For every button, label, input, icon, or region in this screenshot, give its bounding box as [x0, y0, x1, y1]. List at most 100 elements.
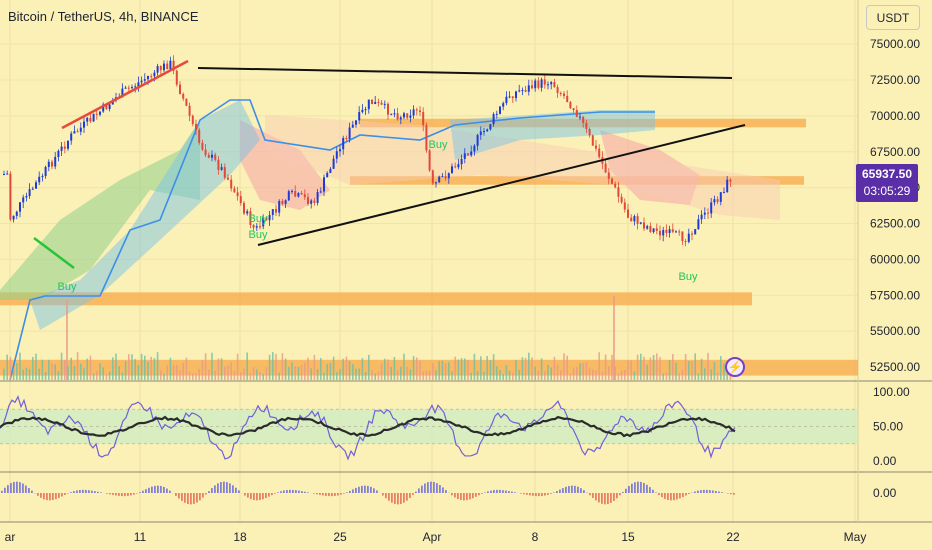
candle-body — [6, 173, 9, 175]
momentum-bar — [301, 491, 303, 493]
momentum-bar — [184, 493, 186, 503]
candle-body — [521, 90, 524, 92]
volume-bar — [592, 369, 594, 380]
candle-body — [41, 176, 44, 178]
momentum-bar — [88, 490, 90, 493]
candle-body — [396, 113, 399, 120]
momentum-bar — [178, 493, 180, 499]
volume-bar — [560, 370, 562, 380]
candle-body — [230, 179, 233, 189]
momentum-bar — [667, 493, 669, 500]
volume-bar — [518, 369, 520, 380]
lightning-icon[interactable]: ⚡ — [725, 357, 745, 377]
momentum-bar — [22, 483, 24, 493]
candle-body — [572, 108, 575, 111]
candle-body — [406, 113, 409, 118]
candle-body — [467, 153, 469, 156]
volume-bar — [60, 352, 63, 380]
candle-body — [255, 226, 258, 228]
volume-bar — [713, 361, 716, 380]
candle-body — [495, 113, 498, 115]
volume-bar — [348, 361, 351, 380]
momentum-bar — [337, 493, 339, 496]
candle-body — [383, 103, 386, 105]
candle-body — [678, 231, 681, 233]
time-tick-label: Apr — [423, 530, 442, 544]
momentum-bar — [49, 493, 51, 501]
candle-body — [547, 84, 549, 86]
candle-body — [371, 99, 373, 105]
candle-body — [643, 222, 645, 229]
candle-body — [131, 87, 133, 89]
volume-bar — [566, 355, 568, 380]
volume-bar — [598, 352, 600, 380]
candle-body — [620, 196, 623, 203]
currency-button[interactable]: USDT — [866, 5, 920, 30]
candle-body — [499, 106, 501, 114]
volume-bar — [284, 358, 287, 380]
candle-body — [307, 197, 309, 204]
volume-bar — [67, 366, 69, 380]
candle-body — [723, 192, 725, 194]
momentum-bar — [295, 490, 297, 493]
momentum-bar — [436, 483, 438, 493]
momentum-bar — [100, 492, 102, 493]
volume-bar — [502, 373, 504, 380]
volume-bar — [652, 354, 655, 380]
momentum-bar — [325, 493, 327, 496]
volume-bar — [691, 361, 693, 380]
momentum-bar — [85, 489, 87, 493]
candle-body — [316, 192, 319, 203]
volume-bar — [675, 362, 677, 380]
momentum-bar — [271, 493, 273, 496]
momentum-bar — [694, 491, 696, 493]
momentum-bar — [688, 493, 690, 494]
candle-body — [489, 124, 492, 130]
momentum-bar — [658, 493, 660, 496]
momentum-bar — [697, 490, 699, 493]
candle-body — [444, 176, 447, 179]
momentum-bar — [55, 493, 57, 500]
volume-bar — [646, 364, 648, 380]
momentum-bar — [346, 492, 348, 493]
time-tick-label: 15 — [621, 530, 635, 544]
momentum-bar — [709, 490, 711, 493]
candle-body — [393, 113, 396, 115]
volume-bar — [425, 370, 428, 380]
trendline-green — [33, 237, 75, 269]
candle-body — [623, 202, 626, 210]
trendline-lower — [257, 124, 746, 246]
candle-body — [191, 115, 194, 124]
volume-bar — [188, 371, 191, 380]
candle-body — [339, 149, 341, 152]
candle-body — [300, 193, 303, 195]
candle-body — [435, 182, 437, 184]
candle-body — [361, 109, 364, 113]
candle-body — [703, 212, 706, 215]
volume-bar — [265, 367, 268, 380]
momentum-bar — [376, 490, 378, 493]
candle-body — [655, 228, 658, 231]
momentum-bar — [52, 493, 54, 500]
candle-body — [44, 167, 47, 177]
candle-body — [28, 189, 31, 197]
candle-body — [31, 188, 34, 190]
momentum-bar — [283, 490, 285, 493]
candle-body — [15, 211, 18, 216]
volume-bar — [9, 356, 12, 380]
candle-body — [409, 115, 412, 118]
candle-body — [473, 145, 476, 152]
candle-body — [633, 216, 636, 222]
volume-bar — [80, 363, 82, 380]
momentum-bar — [226, 482, 228, 493]
volume-bar — [192, 373, 194, 380]
volume-bar — [153, 358, 156, 380]
momentum-bar — [595, 493, 597, 501]
momentum-bar — [364, 485, 366, 493]
candle-body — [575, 110, 578, 117]
volume-bar — [630, 360, 632, 380]
volume-bar — [172, 365, 175, 380]
momentum-bar — [94, 491, 96, 493]
momentum-bar — [199, 493, 201, 501]
